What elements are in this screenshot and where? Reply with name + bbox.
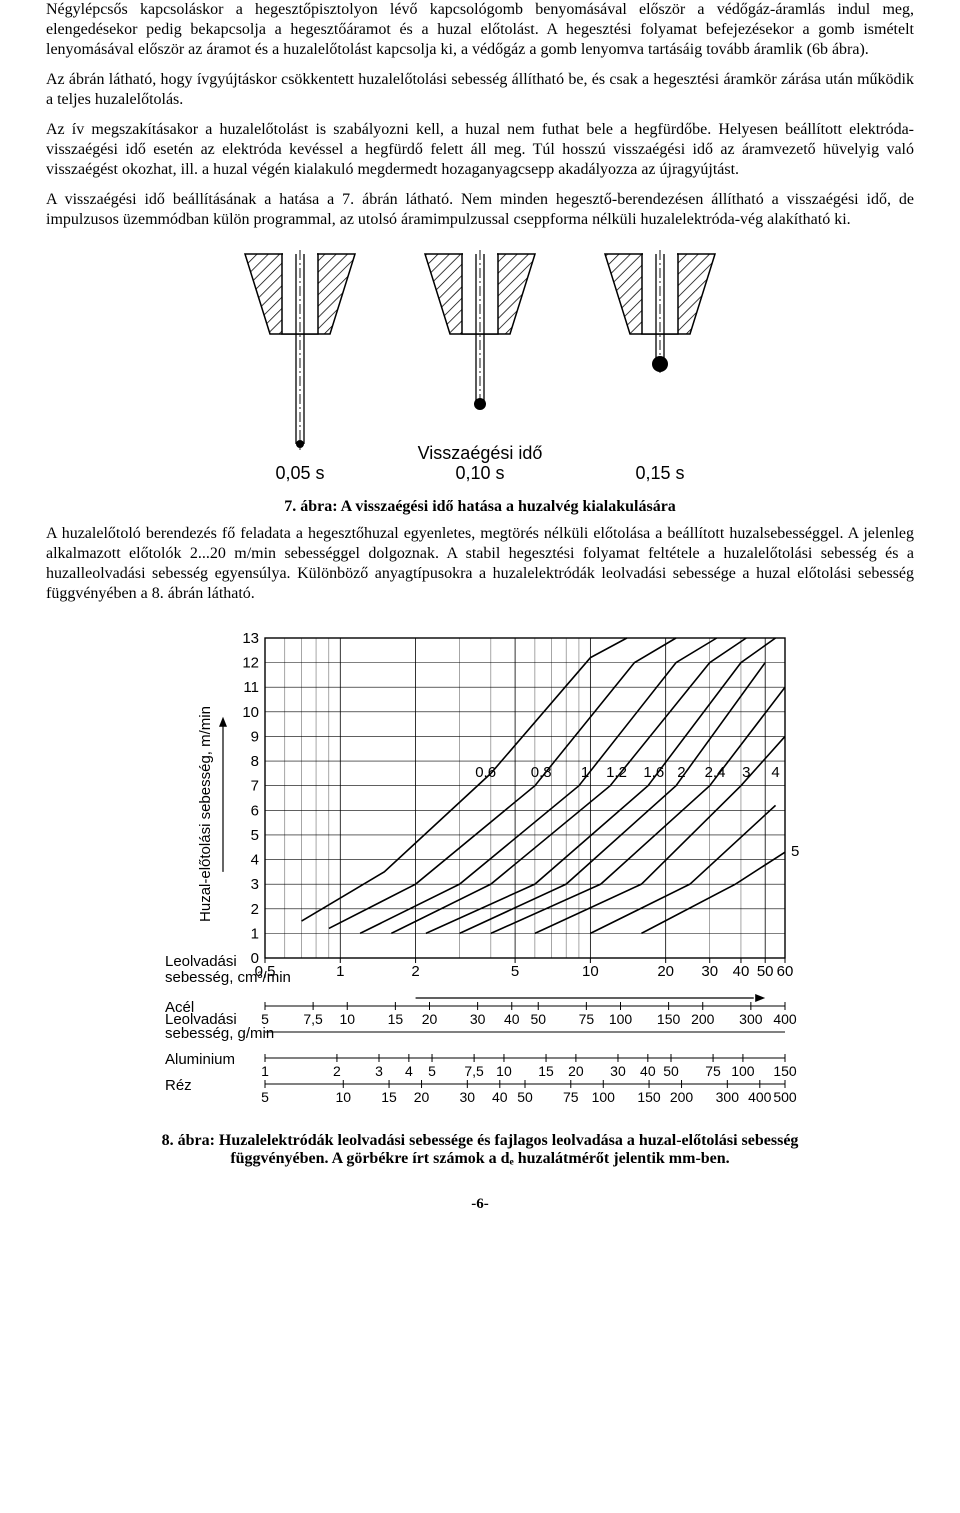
figure-7-caption: 7. ábra: A visszaégési idő hatása a huza… (46, 498, 914, 516)
svg-text:200: 200 (670, 1089, 694, 1105)
svg-text:5: 5 (511, 963, 519, 980)
svg-text:7,5: 7,5 (303, 1011, 323, 1027)
svg-text:1,2: 1,2 (606, 764, 627, 781)
svg-text:75: 75 (579, 1011, 595, 1027)
figure-8: 012345678910111213Huzal-előtolási sebess… (160, 618, 800, 1118)
svg-text:15: 15 (388, 1011, 404, 1027)
svg-text:10: 10 (242, 704, 259, 721)
svg-text:0,10 s: 0,10 s (455, 463, 504, 483)
svg-text:400: 400 (773, 1011, 797, 1027)
svg-text:1: 1 (336, 963, 344, 980)
svg-text:50: 50 (517, 1089, 533, 1105)
svg-text:0,05 s: 0,05 s (275, 463, 324, 483)
svg-text:2: 2 (251, 901, 259, 918)
svg-text:6: 6 (251, 802, 259, 819)
svg-text:300: 300 (716, 1089, 740, 1105)
svg-text:150: 150 (773, 1063, 797, 1079)
svg-text:13: 13 (242, 630, 259, 647)
svg-text:30: 30 (610, 1063, 626, 1079)
svg-text:5: 5 (251, 827, 259, 844)
svg-text:20: 20 (568, 1063, 584, 1079)
paragraph: Négylépcsős kapcsoláskor a hegesztőpiszt… (46, 0, 914, 60)
svg-text:Réz: Réz (165, 1077, 192, 1094)
svg-text:40: 40 (492, 1089, 508, 1105)
svg-text:Visszaégési idő: Visszaégési idő (418, 443, 543, 463)
figure-8-caption: 8. ábra: Huzalelektródák leolvadási sebe… (46, 1132, 914, 1168)
svg-text:20: 20 (422, 1011, 438, 1027)
svg-text:400: 400 (748, 1089, 772, 1105)
svg-text:8: 8 (251, 753, 259, 770)
svg-text:150: 150 (657, 1011, 681, 1027)
svg-text:10: 10 (339, 1011, 355, 1027)
svg-text:150: 150 (637, 1089, 661, 1105)
svg-text:50: 50 (530, 1011, 546, 1027)
svg-text:3: 3 (251, 876, 259, 893)
svg-text:50: 50 (757, 963, 774, 980)
svg-text:10: 10 (335, 1089, 351, 1105)
svg-text:20: 20 (414, 1089, 430, 1105)
svg-text:3: 3 (375, 1063, 383, 1079)
svg-text:15: 15 (381, 1089, 397, 1105)
svg-text:100: 100 (731, 1063, 755, 1079)
svg-text:4: 4 (405, 1063, 413, 1079)
figure-7: 0,05 s 0,10 s 0,15 s Visszaégési idő (210, 244, 750, 484)
fig8-caption-line1: 8. ábra: Huzalelektródák leolvadási sebe… (162, 1132, 799, 1149)
svg-text:1,6: 1,6 (643, 764, 664, 781)
svg-text:20: 20 (657, 963, 674, 980)
paragraph: Az ív megszakításakor a huzalelőtolást i… (46, 120, 914, 180)
svg-text:60: 60 (777, 963, 794, 980)
svg-text:5: 5 (791, 843, 799, 860)
paragraph: Az ábrán látható, hogy ívgyújtáskor csök… (46, 70, 914, 110)
svg-text:30: 30 (470, 1011, 486, 1027)
svg-text:2,4: 2,4 (705, 764, 726, 781)
svg-text:0,15 s: 0,15 s (635, 463, 684, 483)
svg-text:2: 2 (411, 963, 419, 980)
svg-text:10: 10 (496, 1063, 512, 1079)
svg-text:sebesség, g/min: sebesség, g/min (165, 1025, 274, 1042)
svg-text:10: 10 (582, 963, 599, 980)
svg-text:Huzal-előtolási sebesség, m/mi: Huzal-előtolási sebesség, m/min (197, 706, 214, 922)
svg-text:40: 40 (640, 1063, 656, 1079)
svg-text:200: 200 (691, 1011, 715, 1027)
svg-text:9: 9 (251, 728, 259, 745)
svg-text:500: 500 (773, 1089, 797, 1105)
paragraph: A visszaégési idő beállításának a hatása… (46, 190, 914, 230)
svg-text:7,5: 7,5 (464, 1063, 484, 1079)
svg-text:40: 40 (733, 963, 750, 980)
svg-text:7: 7 (251, 778, 259, 795)
svg-text:sebesség, cm³/min: sebesség, cm³/min (165, 969, 291, 986)
svg-text:50: 50 (663, 1063, 679, 1079)
svg-text:75: 75 (705, 1063, 721, 1079)
svg-text:30: 30 (701, 963, 718, 980)
svg-text:40: 40 (504, 1011, 520, 1027)
svg-text:1: 1 (581, 764, 589, 781)
svg-text:300: 300 (739, 1011, 763, 1027)
svg-text:100: 100 (592, 1089, 616, 1105)
svg-text:12: 12 (242, 655, 259, 672)
svg-text:4: 4 (771, 764, 779, 781)
svg-text:Aluminium: Aluminium (165, 1051, 235, 1068)
svg-text:2: 2 (677, 764, 685, 781)
svg-text:30: 30 (460, 1089, 476, 1105)
svg-text:11: 11 (243, 679, 259, 696)
svg-text:3: 3 (742, 764, 750, 781)
page-number: -6- (46, 1196, 914, 1213)
svg-text:5: 5 (261, 1089, 269, 1105)
svg-text:2: 2 (333, 1063, 341, 1079)
svg-text:Leolvadási: Leolvadási (165, 953, 237, 970)
svg-text:4: 4 (251, 852, 259, 869)
svg-text:0,8: 0,8 (531, 764, 552, 781)
svg-text:5: 5 (428, 1063, 436, 1079)
paragraph: A huzalelőtoló berendezés fő feladata a … (46, 524, 914, 604)
svg-text:0,6: 0,6 (475, 764, 496, 781)
svg-text:15: 15 (538, 1063, 554, 1079)
svg-text:1: 1 (261, 1063, 269, 1079)
fig8-caption-line2: függvényében. A görbékre írt számok a dₑ… (230, 1150, 729, 1167)
svg-text:1: 1 (251, 925, 259, 942)
svg-text:100: 100 (609, 1011, 633, 1027)
svg-text:75: 75 (563, 1089, 579, 1105)
